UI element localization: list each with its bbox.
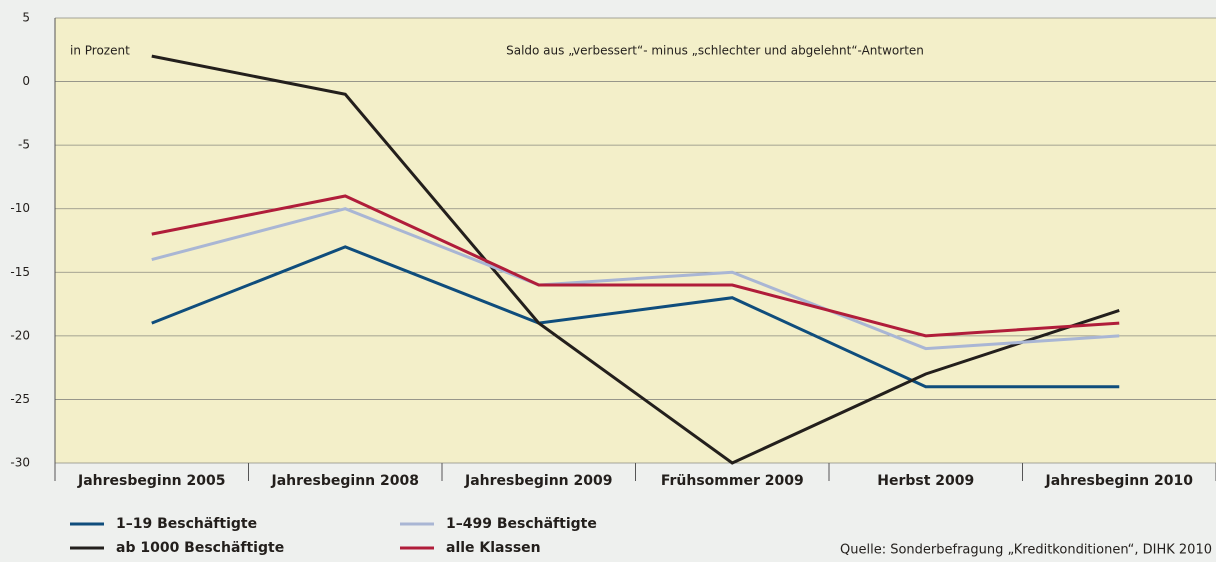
legend-label: alle Klassen [446, 540, 541, 556]
y-tick-label: -30 [10, 456, 30, 470]
y-tick-label: -15 [10, 265, 30, 279]
legend-label: 1–499 Beschäftigte [446, 516, 597, 532]
series-line [151, 207, 1120, 351]
x-tick-label: Herbst 2009 [877, 473, 974, 489]
x-tick-label: Frühsommer 2009 [661, 473, 804, 489]
y-tick-label: 5 [22, 11, 30, 25]
unit-label: in Prozent [70, 44, 130, 58]
plot-area [55, 18, 1216, 463]
y-tick-label: 0 [22, 74, 30, 88]
x-tick-label: Jahresbeginn 2009 [464, 473, 612, 489]
subtitle: Saldo aus „verbessert“- minus „schlechte… [506, 44, 924, 58]
source: Quelle: Sonderbefragung „Kreditkondition… [840, 543, 1212, 558]
series-line [151, 245, 1120, 389]
x-tick-label: Jahresbeginn 2010 [1045, 473, 1194, 489]
y-tick-label: -10 [10, 201, 30, 215]
series-line [151, 194, 1120, 338]
y-tick-label: -5 [18, 138, 30, 152]
series-line [151, 54, 1120, 465]
y-tick-label: -25 [10, 392, 30, 406]
legend-label: 1–19 Beschäftigte [116, 516, 257, 532]
x-tick-label: Jahresbeginn 2008 [271, 473, 419, 489]
y-tick-label: -20 [10, 328, 30, 342]
legend-label: ab 1000 Beschäftigte [116, 540, 284, 556]
x-tick-label: Jahresbeginn 2005 [77, 473, 225, 489]
